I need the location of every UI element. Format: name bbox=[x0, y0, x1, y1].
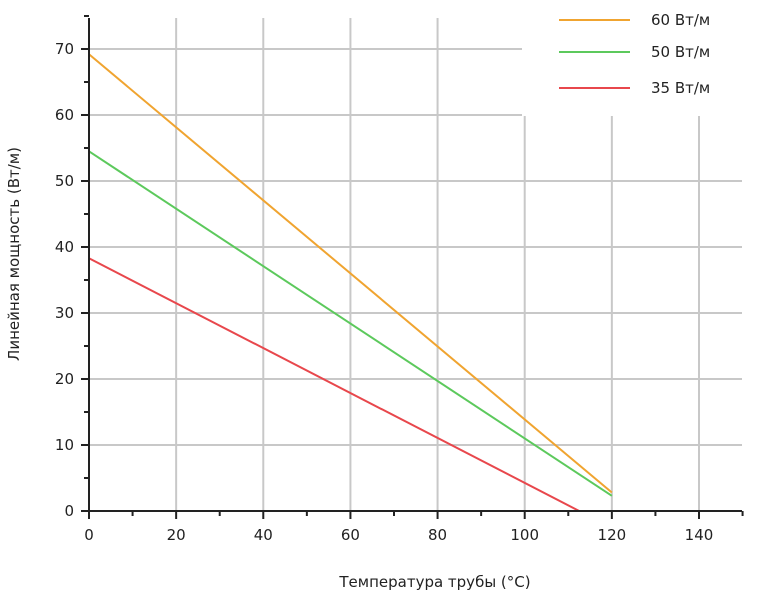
y-tick-label-0: 0 bbox=[64, 502, 74, 520]
x-tick-label-6: 120 bbox=[598, 526, 627, 544]
y-tick-label-7: 70 bbox=[55, 40, 74, 58]
x-tick-label-2: 40 bbox=[254, 526, 273, 544]
y-tick-label-2: 20 bbox=[55, 370, 74, 388]
series-line-2 bbox=[89, 258, 579, 511]
y-tick-label-3: 30 bbox=[55, 304, 74, 322]
y-tick-label-6: 60 bbox=[55, 106, 74, 124]
legend-label-1: 50 Вт/м bbox=[651, 43, 710, 61]
x-tick-label-0: 0 bbox=[84, 526, 94, 544]
y-tick-label-4: 40 bbox=[55, 238, 74, 256]
legend: 60 Вт/м 50 Вт/м 35 Вт/м bbox=[559, 11, 710, 97]
grid-lines bbox=[89, 18, 742, 511]
x-tick-label-4: 80 bbox=[428, 526, 447, 544]
axes bbox=[81, 16, 743, 519]
x-tick-label-5: 100 bbox=[510, 526, 539, 544]
y-axis-label: Линейная мощность (Вт/м) bbox=[5, 147, 23, 361]
x-tick-label-1: 20 bbox=[167, 526, 186, 544]
legend-label-2: 35 Вт/м bbox=[651, 79, 710, 97]
y-tick-label-1: 10 bbox=[55, 436, 74, 454]
y-tick-label-5: 50 bbox=[55, 172, 74, 190]
x-tick-label-3: 60 bbox=[341, 526, 360, 544]
x-axis-label: Температура трубы (°C) bbox=[338, 573, 530, 591]
x-tick-label-7: 140 bbox=[685, 526, 714, 544]
legend-label-0: 60 Вт/м bbox=[651, 11, 710, 29]
